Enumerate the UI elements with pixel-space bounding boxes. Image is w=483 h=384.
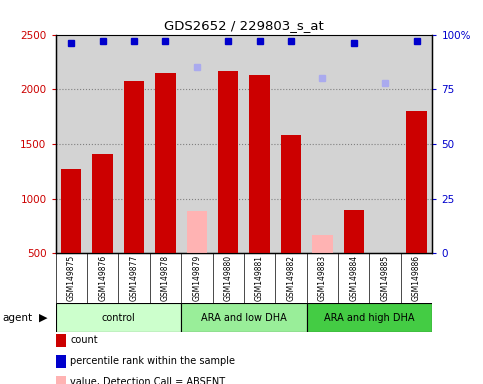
Text: percentile rank within the sample: percentile rank within the sample	[70, 356, 235, 366]
Text: GSM149880: GSM149880	[224, 255, 233, 301]
Text: ARA and high DHA: ARA and high DHA	[324, 313, 415, 323]
Bar	[307, 303, 432, 332]
Text: GSM149883: GSM149883	[318, 255, 327, 301]
Bar	[186, 211, 207, 253]
Text: GSM149885: GSM149885	[381, 255, 390, 301]
Text: GSM149875: GSM149875	[67, 255, 76, 301]
Title: GDS2652 / 229803_s_at: GDS2652 / 229803_s_at	[164, 19, 324, 32]
Text: value, Detection Call = ABSENT: value, Detection Call = ABSENT	[70, 377, 225, 384]
Text: ▶: ▶	[39, 313, 47, 323]
Bar	[406, 111, 427, 253]
Bar	[56, 303, 181, 332]
Text: GSM149879: GSM149879	[192, 255, 201, 301]
Text: count: count	[70, 335, 98, 345]
Bar	[181, 303, 307, 332]
Bar	[249, 75, 270, 253]
Text: GSM149886: GSM149886	[412, 255, 421, 301]
Bar	[155, 73, 176, 253]
Bar	[92, 154, 113, 253]
Text: GSM149877: GSM149877	[129, 255, 139, 301]
Bar	[218, 71, 239, 253]
Text: agent: agent	[2, 313, 32, 323]
Bar	[281, 135, 301, 253]
Text: ARA and low DHA: ARA and low DHA	[201, 313, 287, 323]
Bar	[343, 210, 364, 253]
Text: GSM149878: GSM149878	[161, 255, 170, 301]
Text: control: control	[101, 313, 135, 323]
Text: GSM149876: GSM149876	[98, 255, 107, 301]
Bar	[124, 81, 144, 253]
Bar	[61, 169, 82, 253]
Text: GSM149884: GSM149884	[349, 255, 358, 301]
Text: GSM149881: GSM149881	[255, 255, 264, 301]
Text: GSM149882: GSM149882	[286, 255, 296, 301]
Bar	[312, 235, 333, 253]
